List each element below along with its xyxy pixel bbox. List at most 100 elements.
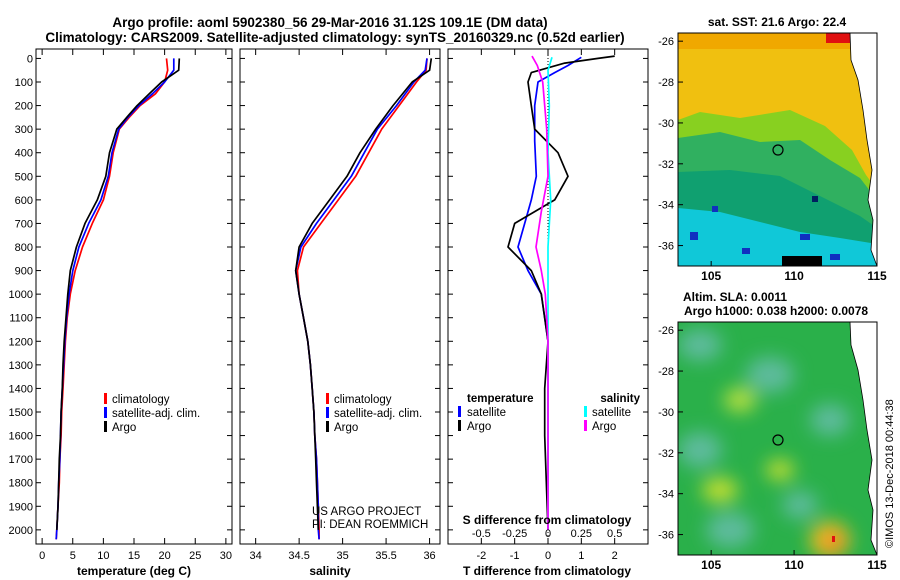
coastline-land xyxy=(849,33,877,266)
x-tick-label: 5 xyxy=(70,550,76,562)
lat-tick-label: -32 xyxy=(658,448,674,460)
x-tick-label: -1 xyxy=(510,550,520,562)
legend-t-satellite: satellite xyxy=(467,407,506,419)
depth-tick-label: 900 xyxy=(15,266,33,278)
depth-tick-label: 700 xyxy=(15,218,33,230)
sla-map-cell xyxy=(832,536,835,542)
legend-swatch-satellite xyxy=(326,407,329,418)
depth-tick-label: 800 xyxy=(15,242,33,254)
depth-tick-label: 1400 xyxy=(9,383,33,395)
depth-tick-label: 300 xyxy=(15,124,33,136)
lon-tick-label: 110 xyxy=(784,269,804,283)
credit-pi: PI: DEAN ROEMMICH xyxy=(312,519,428,531)
x-tick-label: 30 xyxy=(220,550,232,562)
sla-eddy xyxy=(706,512,754,548)
legend-satellite-adj: satellite-adj. clim. xyxy=(334,408,422,420)
legend-swatch-climatology xyxy=(104,393,107,404)
title-line-2: Climatology: CARS2009. Satellite-adjuste… xyxy=(45,30,624,45)
temperature-plot-frame xyxy=(35,48,233,545)
x-tick-label: 35 xyxy=(336,550,348,562)
lon-tick-label: 115 xyxy=(867,558,887,572)
sla-map-title: Altim. SLA: 0.0011 xyxy=(683,290,787,304)
lat-tick-label: -30 xyxy=(658,118,674,130)
depth-tick-label: 100 xyxy=(15,77,33,89)
s-tick-label: -0.5 xyxy=(472,528,491,540)
s-tick-label: -0.25 xyxy=(502,528,527,540)
sst-map-band xyxy=(678,208,877,266)
sst-map-title: sat. SST: 21.6 Argo: 22.4 xyxy=(708,15,847,29)
legend-swatch-argo xyxy=(326,421,329,432)
depth-tick-label: 400 xyxy=(15,148,33,160)
depth-tick-label: 0 xyxy=(27,53,33,65)
lat-tick-label: -34 xyxy=(658,200,674,212)
legend-swatch-argo xyxy=(104,421,107,432)
salinity-axis-label: salinity xyxy=(309,564,351,578)
sla-map-subtitle: Argo h1000: 0.038 h2000: 0.0078 xyxy=(684,304,868,318)
sst-map-cell xyxy=(782,256,822,266)
sla-eddy xyxy=(810,404,850,436)
x-tick-label: 36 xyxy=(423,550,435,562)
depth-tick-label: 1700 xyxy=(9,454,33,466)
lat-tick-label: -26 xyxy=(658,325,674,337)
sst-map-cell xyxy=(742,248,750,254)
lat-tick-label: -34 xyxy=(658,489,674,501)
x-tick-label: -2 xyxy=(476,550,486,562)
argo-position-marker xyxy=(772,434,784,446)
x-tick-label: 35.5 xyxy=(375,550,396,562)
argo-position-marker xyxy=(772,144,784,156)
title-line-1: Argo profile: aoml 5902380_56 29-Mar-201… xyxy=(112,15,547,30)
legend-swatch-t-satellite xyxy=(458,406,461,417)
x-tick-label: 34.5 xyxy=(288,550,309,562)
x-tick-label: 25 xyxy=(189,550,201,562)
series-line-argo xyxy=(294,58,433,530)
lat-tick-label: -28 xyxy=(658,77,674,89)
legend-s-argo: Argo xyxy=(592,421,616,433)
x-tick-label: 20 xyxy=(159,550,171,562)
depth-tick-label: 1300 xyxy=(9,360,33,372)
sla-eddy xyxy=(782,491,818,519)
credit-project: US ARGO PROJECT xyxy=(312,506,421,518)
sla-eddy xyxy=(678,432,722,468)
lat-tick-label: -36 xyxy=(658,241,674,253)
series-line-argo xyxy=(531,55,549,530)
legend-swatch-satellite xyxy=(104,407,107,418)
legend-swatch-climatology xyxy=(326,393,329,404)
salinity-panel: 34 34.5 35 35.5 36 salinity climatology sate… xyxy=(239,48,441,578)
t-difference-axis-label: T difference from climatology xyxy=(463,564,631,578)
x-tick-label: 1 xyxy=(578,550,584,562)
s-tick-label: 0.5 xyxy=(607,528,622,540)
coastline-land xyxy=(849,322,877,555)
legend-salinity-title: salinity xyxy=(600,393,640,405)
depth-tick-label: 2000 xyxy=(9,525,33,537)
legend-climatology: climatology xyxy=(334,394,392,406)
legend-satellite-adj: satellite-adj. clim. xyxy=(112,408,200,420)
depth-tick-label: 1800 xyxy=(9,478,33,490)
legend-swatch-s-argo xyxy=(584,420,587,431)
sla-map: 105 110 115 -26 -28 -30 -32 -34 -36 xyxy=(658,321,887,572)
x-tick-label: 15 xyxy=(128,550,140,562)
sst-map-cell xyxy=(812,196,818,202)
sla-eddy xyxy=(746,357,794,393)
sla-eddy xyxy=(724,388,756,412)
depth-tick-label: 1500 xyxy=(9,407,33,419)
legend-t-argo: Argo xyxy=(467,421,491,433)
lat-tick-label: -30 xyxy=(658,407,674,419)
depth-tick-label: 1000 xyxy=(9,289,33,301)
depth-tick-label: 1600 xyxy=(9,431,33,443)
legend-argo: Argo xyxy=(112,422,136,434)
lat-tick-label: -28 xyxy=(658,366,674,378)
sst-map-cell xyxy=(712,206,718,212)
difference-panel: -2 -1 0 1 2 -0.5 -0.25 0 0.25 0.5 T difference fr… xyxy=(447,48,649,578)
lon-tick-label: 105 xyxy=(701,269,721,283)
salinity-plot-frame xyxy=(239,48,441,545)
lat-tick-label: -32 xyxy=(658,159,674,171)
x-tick-label: 10 xyxy=(97,550,109,562)
depth-tick-label: 200 xyxy=(15,101,33,113)
s-tick-label: 0 xyxy=(545,528,551,540)
legend-s-satellite: satellite xyxy=(592,407,631,419)
sst-map: 105 110 115 -26 -28 -30 -32 -34 -36 xyxy=(658,32,887,283)
sst-map-cell xyxy=(800,234,810,240)
lon-tick-label: 110 xyxy=(784,558,804,572)
lat-tick-label: -36 xyxy=(658,530,674,542)
